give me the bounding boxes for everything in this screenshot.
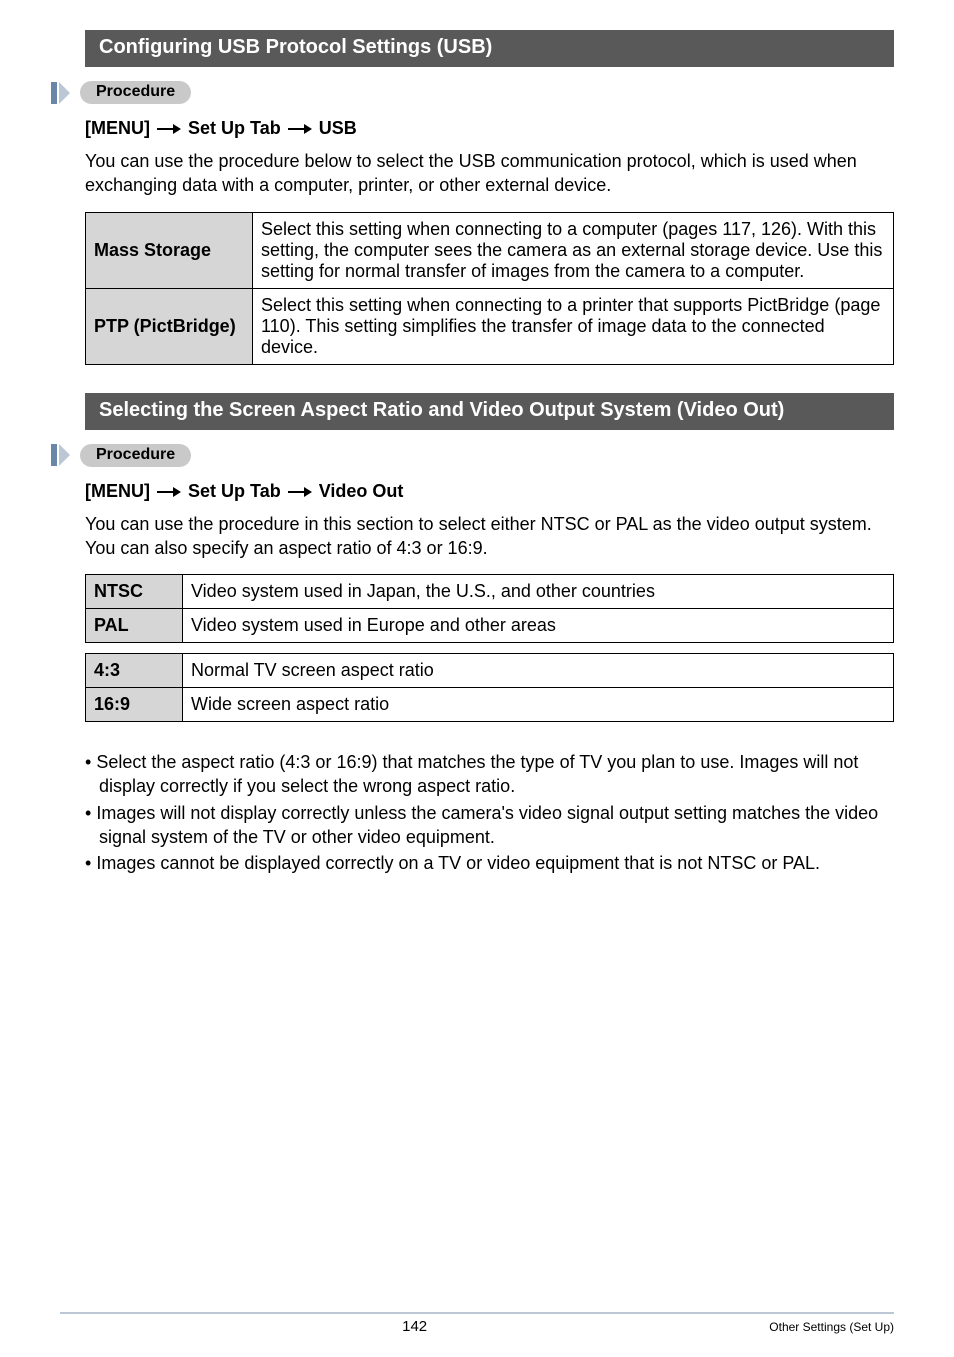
- arrow-icon: [286, 487, 314, 497]
- list-item: Select the aspect ratio (4:3 or 16:9) th…: [85, 750, 894, 799]
- menu-path-video: [MENU] Set Up Tab Video Out: [85, 481, 894, 502]
- arrow-icon: [286, 124, 314, 134]
- usb-row-label: PTP (PictBridge): [86, 288, 253, 364]
- menu-mid: Set Up Tab: [188, 481, 281, 501]
- table-row: NTSC Video system used in Japan, the U.S…: [86, 575, 894, 609]
- video-notes-list: Select the aspect ratio (4:3 or 16:9) th…: [85, 750, 894, 875]
- procedure-row: Procedure: [51, 444, 894, 467]
- usb-row-desc: Select this setting when connecting to a…: [253, 288, 894, 364]
- table-row: 16:9 Wide screen aspect ratio: [86, 688, 894, 722]
- table-row: 4:3 Normal TV screen aspect ratio: [86, 654, 894, 688]
- procedure-pill: Procedure: [80, 444, 191, 467]
- procedure-triangle-icon: [59, 82, 70, 104]
- aspect-row-label: 4:3: [86, 654, 183, 688]
- menu-prefix: [MENU]: [85, 481, 150, 501]
- usb-row-label: Mass Storage: [86, 212, 253, 288]
- system-row-label: NTSC: [86, 575, 183, 609]
- procedure-pill: Procedure: [80, 81, 191, 104]
- footer-section-name: Other Settings (Set Up): [769, 1320, 894, 1334]
- section2-intro: You can use the procedure in this sectio…: [85, 512, 894, 561]
- section1-title: Configuring USB Protocol Settings (USB): [99, 36, 492, 58]
- section1-intro: You can use the procedure below to selec…: [85, 149, 894, 198]
- aspect-row-desc: Normal TV screen aspect ratio: [183, 654, 894, 688]
- menu-suffix: USB: [319, 118, 357, 138]
- usb-table: Mass Storage Select this setting when co…: [85, 212, 894, 365]
- procedure-mark-icon: [51, 444, 57, 466]
- procedure-label: Procedure: [96, 83, 175, 100]
- table-row: PAL Video system used in Europe and othe…: [86, 609, 894, 643]
- usb-row-desc: Select this setting when connecting to a…: [253, 212, 894, 288]
- table-row: Mass Storage Select this setting when co…: [86, 212, 894, 288]
- page-root: Configuring USB Protocol Settings (USB) …: [0, 0, 954, 1357]
- page-number: 142: [60, 1318, 769, 1335]
- procedure-triangle-icon: [59, 444, 70, 466]
- menu-prefix: [MENU]: [85, 118, 150, 138]
- procedure-row: Procedure: [51, 81, 894, 104]
- procedure-mark-icon: [51, 82, 57, 104]
- system-row-desc: Video system used in Europe and other ar…: [183, 609, 894, 643]
- section2-title: Selecting the Screen Aspect Ratio and Vi…: [99, 399, 784, 421]
- list-item: Images cannot be displayed correctly on …: [85, 851, 894, 875]
- section-header-usb: Configuring USB Protocol Settings (USB): [85, 30, 894, 67]
- list-item: Images will not display correctly unless…: [85, 801, 894, 850]
- menu-path-usb: [MENU] Set Up Tab USB: [85, 118, 894, 139]
- aspect-row-label: 16:9: [86, 688, 183, 722]
- aspect-ratio-table: 4:3 Normal TV screen aspect ratio 16:9 W…: [85, 653, 894, 722]
- system-row-desc: Video system used in Japan, the U.S., an…: [183, 575, 894, 609]
- system-row-label: PAL: [86, 609, 183, 643]
- video-system-table: NTSC Video system used in Japan, the U.S…: [85, 574, 894, 643]
- arrow-icon: [155, 487, 183, 497]
- section-header-video: Selecting the Screen Aspect Ratio and Vi…: [85, 393, 894, 430]
- procedure-label: Procedure: [96, 446, 175, 463]
- menu-suffix: Video Out: [319, 481, 404, 501]
- table-row: PTP (PictBridge) Select this setting whe…: [86, 288, 894, 364]
- aspect-row-desc: Wide screen aspect ratio: [183, 688, 894, 722]
- page-footer: 142 Other Settings (Set Up): [60, 1312, 894, 1335]
- menu-mid: Set Up Tab: [188, 118, 281, 138]
- arrow-icon: [155, 124, 183, 134]
